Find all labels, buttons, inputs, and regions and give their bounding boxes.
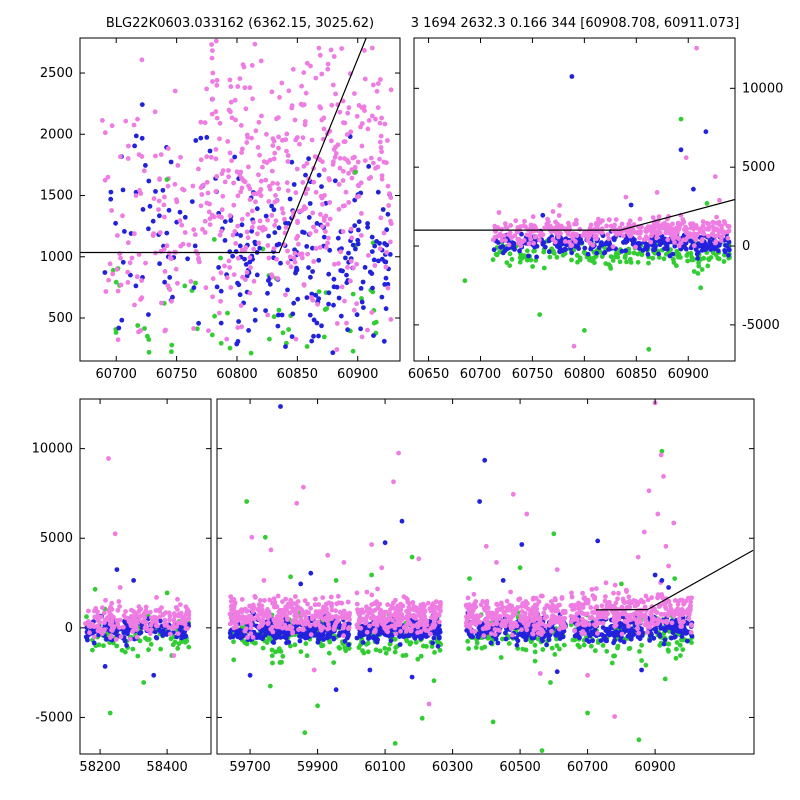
scatter-points-pink (198, 38, 394, 280)
outlier-points-green (164, 169, 358, 183)
y-tick-label: 10000 (32, 442, 73, 457)
right-panel-title: 3 1694 2632.3 0.166 344 [60908.708, 6091… (411, 16, 740, 31)
y-tick-label: 1500 (40, 189, 73, 204)
x-tick-label: 60700 (96, 367, 137, 382)
outlier-points-pink (106, 456, 177, 658)
scatter-points-pink (463, 589, 568, 639)
outlier-points-pink (249, 400, 677, 719)
axis-ticks (414, 38, 735, 361)
scatter-points-pink (354, 586, 443, 637)
axis-ticks (80, 399, 211, 754)
y-tick-label: 2000 (40, 127, 73, 142)
x-tick-label: 60300 (432, 760, 473, 775)
plot-frame (79, 398, 212, 755)
scatter-layer (462, 45, 732, 352)
outlier-points-blue (247, 404, 671, 693)
axis-labels: 59700 59900 60100 60300 60500 60700 60900 (229, 760, 675, 775)
panel-bottom-left: 58200 58400 -5000 0 5000 10000 (32, 398, 212, 775)
model-line (80, 38, 367, 254)
axis-labels: 60650 60700 60750 60800 60850 60900 -5000 0 5000… (408, 81, 783, 382)
axis-labels: 58200 58400 -5000 0 5000 10000 (32, 442, 188, 775)
outlier-points-green (462, 116, 710, 352)
outlier-points-blue (540, 74, 709, 218)
x-tick-label: 60850 (277, 367, 318, 382)
x-tick-label: 60900 (634, 760, 675, 775)
scatter-layer (227, 400, 695, 753)
outlier-points-green (92, 586, 170, 716)
scatter-layer (83, 456, 192, 716)
y-tick-label: 500 (48, 311, 73, 326)
outlier-points-blue (102, 567, 157, 678)
x-tick-label: 60500 (499, 760, 540, 775)
x-tick-label: 58400 (146, 760, 187, 775)
x-tick-label: 59900 (297, 760, 338, 775)
scatter-points-pink (227, 578, 352, 640)
y-tick-label: 0 (742, 239, 750, 254)
y-tick-label: 2500 (40, 66, 73, 81)
x-tick-label: 58200 (79, 760, 120, 775)
y-tick-label: 5000 (40, 531, 73, 546)
x-tick-label: 60700 (567, 760, 608, 775)
x-tick-label: 60900 (668, 367, 709, 382)
y-tick-label: 10000 (742, 81, 783, 96)
x-tick-label: 60850 (616, 367, 657, 382)
x-tick-label: 60700 (460, 367, 501, 382)
outlier-points-pink (571, 45, 722, 349)
y-tick-label: 0 (65, 621, 73, 636)
scatter-points-pink (100, 47, 394, 352)
y-tick-label: -5000 (742, 318, 780, 333)
scatter-points-blue (227, 609, 352, 648)
plot-frame (216, 398, 755, 755)
model-line (595, 549, 754, 611)
plot-frame (79, 37, 401, 362)
x-tick-label: 60750 (512, 367, 553, 382)
x-tick-label: 60900 (337, 367, 378, 382)
x-tick-label: 59700 (229, 760, 270, 775)
x-tick-label: 60100 (364, 760, 405, 775)
x-tick-label: 60750 (156, 367, 197, 382)
panel-top-left: 60700 60750 60800 60850 60900 500 1000 1500 2000… (40, 37, 401, 382)
scatter-points-pink (490, 203, 732, 250)
plot-frame (413, 37, 736, 362)
axis-labels: 60700 60750 60800 60850 60900 500 1000 1500 2000… (40, 66, 379, 382)
model-line (414, 198, 735, 231)
scatter-points-pink (83, 595, 192, 642)
panel-top-right: 60650 60700 60750 60800 60850 60900 -5000 0 5000… (408, 37, 783, 382)
x-tick-label: 60650 (408, 367, 449, 382)
left-panel-title: BLG22K0603.033162 (6362.15, 3025.62) (106, 16, 374, 31)
outlier-points-green (244, 448, 683, 753)
axis-ticks (217, 399, 754, 754)
axis-ticks (80, 38, 400, 361)
panel-bottom-right: 59700 59900 60100 60300 60500 60700 60900 (216, 398, 755, 775)
x-tick-label: 60800 (564, 367, 605, 382)
y-tick-label: 5000 (742, 160, 775, 175)
y-tick-label: 1000 (40, 250, 73, 265)
x-tick-label: 60800 (216, 367, 257, 382)
plot-panels: 60700 60750 60800 60850 60900 500 1000 1500 2000… (32, 37, 783, 775)
scatter-points-pink (568, 580, 694, 637)
scatter-layer (100, 38, 394, 356)
y-tick-label: -5000 (35, 710, 73, 725)
